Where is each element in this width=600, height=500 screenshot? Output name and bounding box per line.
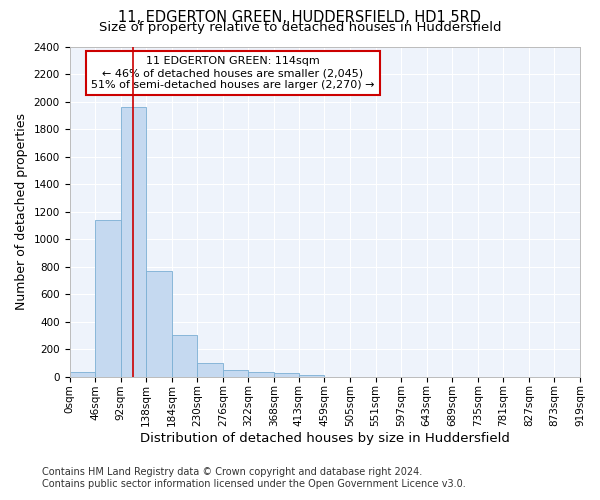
Bar — [70, 372, 95, 376]
Bar — [299, 374, 325, 376]
Text: Contains HM Land Registry data © Crown copyright and database right 2024.
Contai: Contains HM Land Registry data © Crown c… — [42, 468, 466, 489]
Bar — [223, 370, 248, 376]
Bar — [197, 363, 223, 376]
X-axis label: Distribution of detached houses by size in Huddersfield: Distribution of detached houses by size … — [140, 432, 510, 445]
Text: 11 EDGERTON GREEN: 114sqm
← 46% of detached houses are smaller (2,045)
51% of se: 11 EDGERTON GREEN: 114sqm ← 46% of detac… — [91, 56, 374, 90]
Bar — [121, 107, 146, 376]
Y-axis label: Number of detached properties: Number of detached properties — [15, 113, 28, 310]
Bar — [95, 220, 121, 376]
Bar — [274, 373, 299, 376]
Bar — [172, 336, 197, 376]
Bar — [146, 270, 172, 376]
Bar — [248, 372, 274, 376]
Text: 11, EDGERTON GREEN, HUDDERSFIELD, HD1 5RD: 11, EDGERTON GREEN, HUDDERSFIELD, HD1 5R… — [119, 10, 482, 25]
Text: Size of property relative to detached houses in Huddersfield: Size of property relative to detached ho… — [99, 21, 501, 34]
